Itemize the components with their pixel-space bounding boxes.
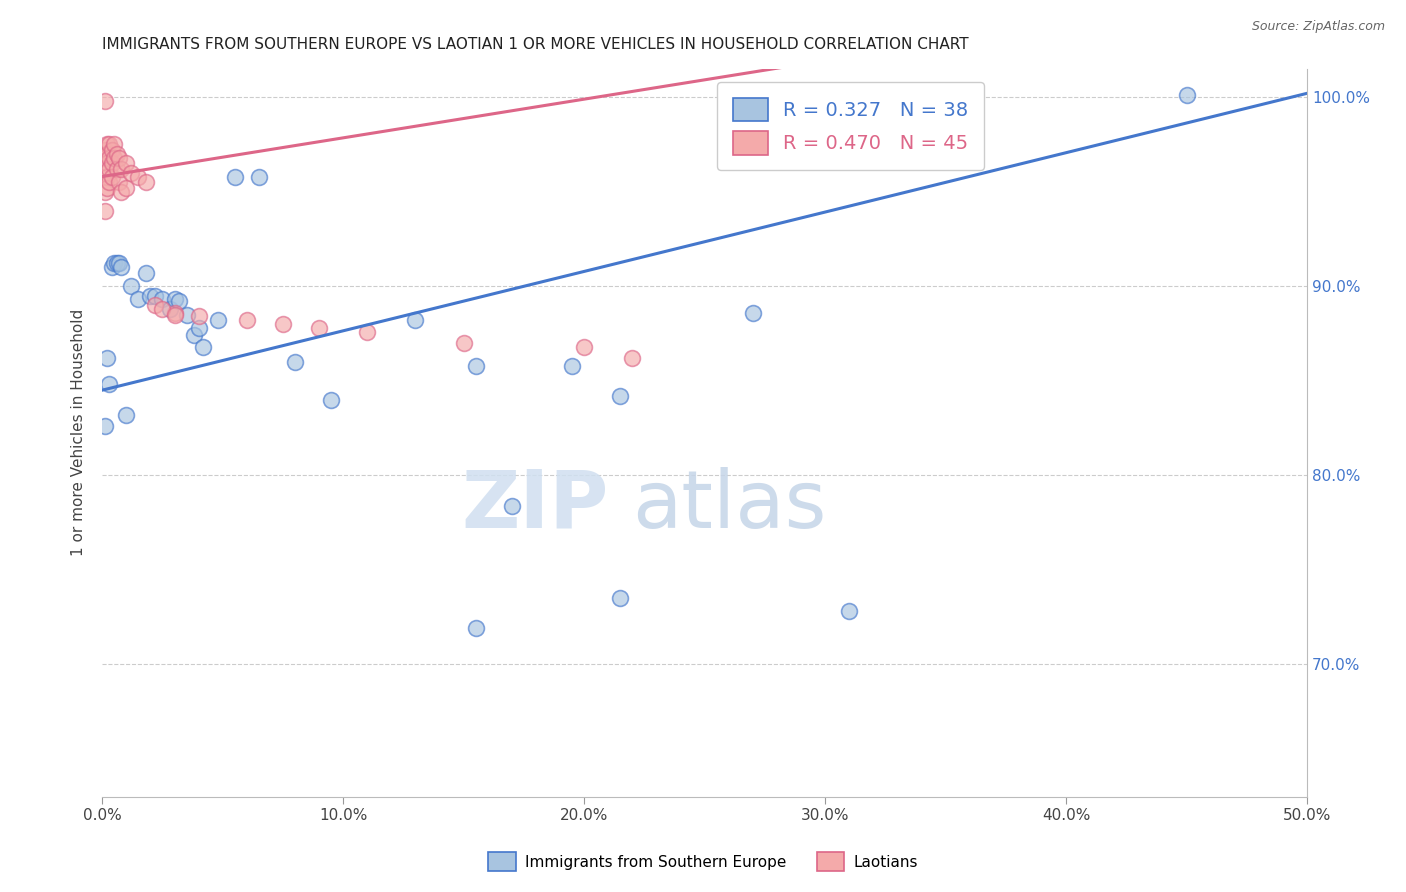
Point — [621, 351, 644, 365]
Point — [308, 320, 330, 334]
Point — [193, 340, 215, 354]
Y-axis label: 1 or more Vehicles in Household: 1 or more Vehicles in Household — [72, 310, 86, 557]
Point — [96, 156, 118, 170]
Point — [96, 181, 118, 195]
Point — [98, 175, 121, 189]
Point — [93, 151, 115, 165]
Point — [120, 279, 142, 293]
Point — [103, 151, 125, 165]
Point — [127, 169, 149, 184]
Point — [838, 604, 860, 618]
Point — [152, 301, 174, 316]
Point — [139, 288, 162, 302]
Point — [176, 308, 198, 322]
Point — [135, 175, 157, 189]
Point — [110, 185, 132, 199]
Point — [96, 169, 118, 184]
Point — [741, 306, 763, 320]
Point — [115, 408, 138, 422]
Point — [561, 359, 583, 373]
Point — [96, 137, 118, 152]
Point — [163, 306, 186, 320]
Point — [464, 359, 486, 373]
Point — [93, 419, 115, 434]
Point — [115, 181, 138, 195]
Point — [101, 143, 124, 157]
Point — [98, 151, 121, 165]
Point — [105, 256, 128, 270]
Point — [101, 156, 124, 170]
Legend: Immigrants from Southern Europe, Laotians: Immigrants from Southern Europe, Laotian… — [482, 847, 924, 877]
Point — [105, 146, 128, 161]
Point — [93, 94, 115, 108]
Point — [108, 151, 131, 165]
Point — [152, 293, 174, 307]
Text: IMMIGRANTS FROM SOUTHERN EUROPE VS LAOTIAN 1 OR MORE VEHICLES IN HOUSEHOLD CORRE: IMMIGRANTS FROM SOUTHERN EUROPE VS LAOTI… — [103, 37, 969, 53]
Point — [159, 301, 181, 316]
Point — [609, 389, 631, 403]
Point — [356, 325, 378, 339]
Point — [236, 313, 259, 327]
Point — [98, 137, 121, 152]
Point — [163, 308, 186, 322]
Point — [271, 317, 294, 331]
Point — [572, 340, 595, 354]
Point — [103, 137, 125, 152]
Point — [115, 156, 138, 170]
Point — [143, 298, 166, 312]
Point — [101, 169, 124, 184]
Point — [108, 175, 131, 189]
Point — [110, 161, 132, 176]
Point — [93, 166, 115, 180]
Point — [163, 293, 186, 307]
Point — [501, 499, 523, 513]
Point — [247, 169, 270, 184]
Point — [120, 166, 142, 180]
Point — [284, 355, 307, 369]
Point — [187, 310, 209, 324]
Point — [101, 260, 124, 275]
Point — [98, 161, 121, 176]
Text: atlas: atlas — [633, 467, 827, 544]
Point — [169, 294, 191, 309]
Point — [143, 288, 166, 302]
Point — [93, 143, 115, 157]
Point — [609, 591, 631, 606]
Point — [464, 621, 486, 635]
Point — [96, 351, 118, 365]
Point — [103, 256, 125, 270]
Point — [127, 293, 149, 307]
Point — [98, 377, 121, 392]
Point — [207, 313, 229, 327]
Point — [187, 320, 209, 334]
Point — [93, 185, 115, 199]
Point — [404, 313, 426, 327]
Point — [96, 146, 118, 161]
Point — [1175, 88, 1198, 103]
Point — [93, 203, 115, 218]
Point — [453, 335, 475, 350]
Point — [224, 169, 246, 184]
Point — [108, 256, 131, 270]
Text: ZIP: ZIP — [461, 467, 609, 544]
Point — [321, 392, 343, 407]
Text: Source: ZipAtlas.com: Source: ZipAtlas.com — [1251, 20, 1385, 33]
Point — [110, 260, 132, 275]
Point — [105, 161, 128, 176]
Legend: R = 0.327   N = 38, R = 0.470   N = 45: R = 0.327 N = 38, R = 0.470 N = 45 — [717, 82, 984, 170]
Point — [135, 266, 157, 280]
Point — [183, 328, 205, 343]
